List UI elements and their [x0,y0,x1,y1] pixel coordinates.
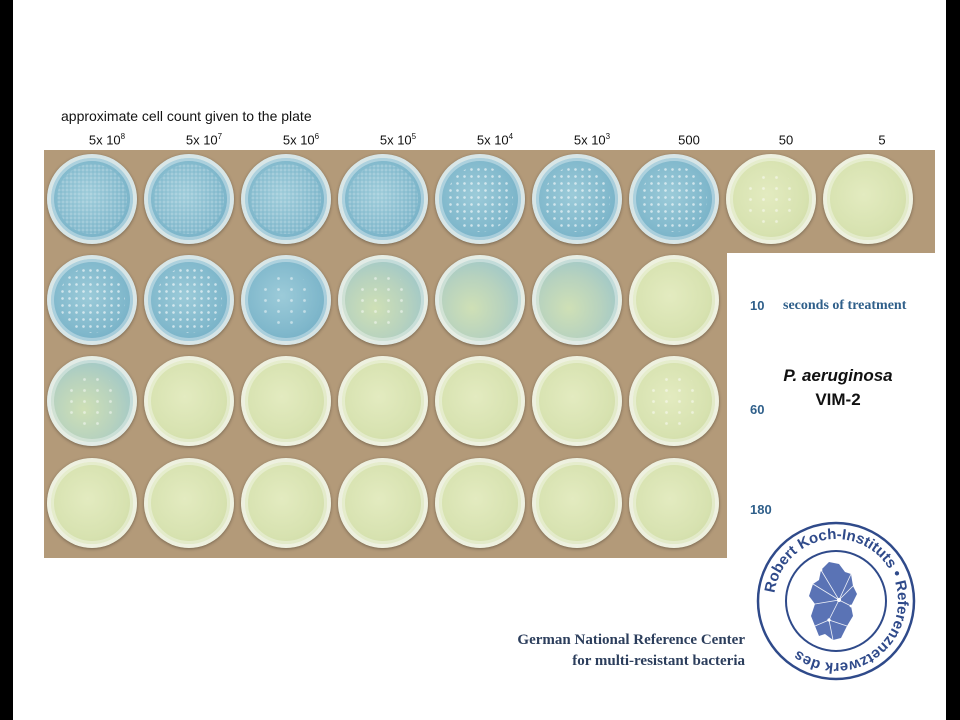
petri-dish-photo [44,150,935,558]
institution-footer: German National Reference Center for mul… [481,630,745,672]
column-label: 5x 108 [88,132,126,148]
petri-plate [241,255,331,345]
petri-plate [532,356,622,446]
organism-label: P. aeruginosa VIM-2 [773,366,903,410]
column-label: 5x 106 [282,132,320,148]
petri-plate [241,458,331,548]
petri-plate [629,154,719,244]
petri-plate [47,154,137,244]
petri-plate [144,255,234,345]
petri-plate [532,154,622,244]
petri-plate [435,255,525,345]
footer-line-1: German National Reference Center [517,632,745,648]
petri-plate [629,356,719,446]
petri-plate [435,458,525,548]
petri-plate [726,154,816,244]
photo-blank-area [727,253,935,558]
petri-plate [532,458,622,548]
row-label-60: 60 [750,402,765,417]
column-label: 5x 104 [476,132,514,148]
petri-plate [47,356,137,446]
column-label: 5x 107 [185,132,223,148]
petri-plate [629,255,719,345]
row-label-10: 10 [750,298,765,313]
petri-plate [241,154,331,244]
slide: approximate cell count given to the plat… [13,0,946,720]
column-label: 5x 103 [573,132,611,148]
rki-reference-network-logo: Robert Koch-Instituts • Referenznetzwerk… [756,521,916,681]
petri-plate [338,356,428,446]
row-label-180: 180 [750,502,772,517]
strain-name: VIM-2 [815,390,861,409]
species-name: P. aeruginosa [783,366,893,385]
petri-plate [338,154,428,244]
petri-plate [241,356,331,446]
petri-plate [338,458,428,548]
petri-plate [144,458,234,548]
treatment-label: seconds of treatment [783,298,907,313]
petri-plate [629,458,719,548]
petri-plate [823,154,913,244]
petri-plate [144,154,234,244]
column-label: 5x 105 [379,132,417,148]
petri-plate [435,356,525,446]
plate-count-heading: approximate cell count given to the plat… [61,108,312,124]
petri-plate [338,255,428,345]
petri-plate [435,154,525,244]
petri-plate [144,356,234,446]
column-label: 5 [878,132,886,148]
footer-line-2: for multi-resistant bacteria [572,653,745,669]
column-label: 50 [778,132,794,148]
petri-plate [47,458,137,548]
petri-plate [47,255,137,345]
column-label: 500 [678,132,700,148]
petri-plate [532,255,622,345]
germany-network-map-icon [809,562,857,641]
